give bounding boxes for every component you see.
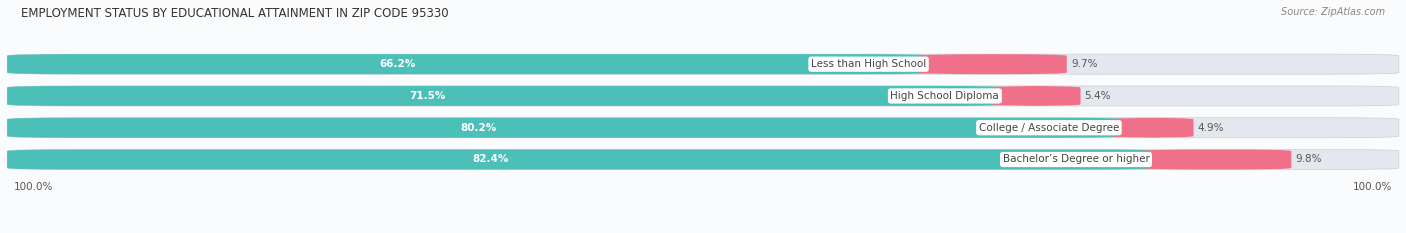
Text: 82.4%: 82.4% xyxy=(472,154,509,164)
Text: 9.7%: 9.7% xyxy=(1071,59,1098,69)
FancyBboxPatch shape xyxy=(7,150,1156,170)
Text: 66.2%: 66.2% xyxy=(380,59,415,69)
FancyBboxPatch shape xyxy=(7,86,1399,106)
Text: 71.5%: 71.5% xyxy=(409,91,446,101)
Text: 80.2%: 80.2% xyxy=(460,123,496,133)
FancyBboxPatch shape xyxy=(993,86,1081,106)
FancyBboxPatch shape xyxy=(7,54,1399,74)
Text: High School Diploma: High School Diploma xyxy=(890,91,1000,101)
Text: 4.9%: 4.9% xyxy=(1198,123,1225,133)
Legend: In Labor Force, Unemployed: In Labor Force, Unemployed xyxy=(609,231,797,233)
FancyBboxPatch shape xyxy=(7,54,934,74)
FancyBboxPatch shape xyxy=(920,54,1067,74)
FancyBboxPatch shape xyxy=(7,118,1399,138)
FancyBboxPatch shape xyxy=(7,118,1126,138)
FancyBboxPatch shape xyxy=(7,86,1007,106)
FancyBboxPatch shape xyxy=(7,150,1399,170)
Text: 100.0%: 100.0% xyxy=(14,182,53,192)
Text: 5.4%: 5.4% xyxy=(1084,91,1111,101)
FancyBboxPatch shape xyxy=(1112,118,1194,138)
FancyBboxPatch shape xyxy=(1143,150,1291,170)
Text: EMPLOYMENT STATUS BY EDUCATIONAL ATTAINMENT IN ZIP CODE 95330: EMPLOYMENT STATUS BY EDUCATIONAL ATTAINM… xyxy=(21,7,449,20)
Text: College / Associate Degree: College / Associate Degree xyxy=(979,123,1119,133)
Text: Source: ZipAtlas.com: Source: ZipAtlas.com xyxy=(1281,7,1385,17)
Text: 9.8%: 9.8% xyxy=(1295,154,1322,164)
Text: 100.0%: 100.0% xyxy=(1353,182,1392,192)
Text: Bachelor’s Degree or higher: Bachelor’s Degree or higher xyxy=(1002,154,1150,164)
Text: Less than High School: Less than High School xyxy=(811,59,927,69)
